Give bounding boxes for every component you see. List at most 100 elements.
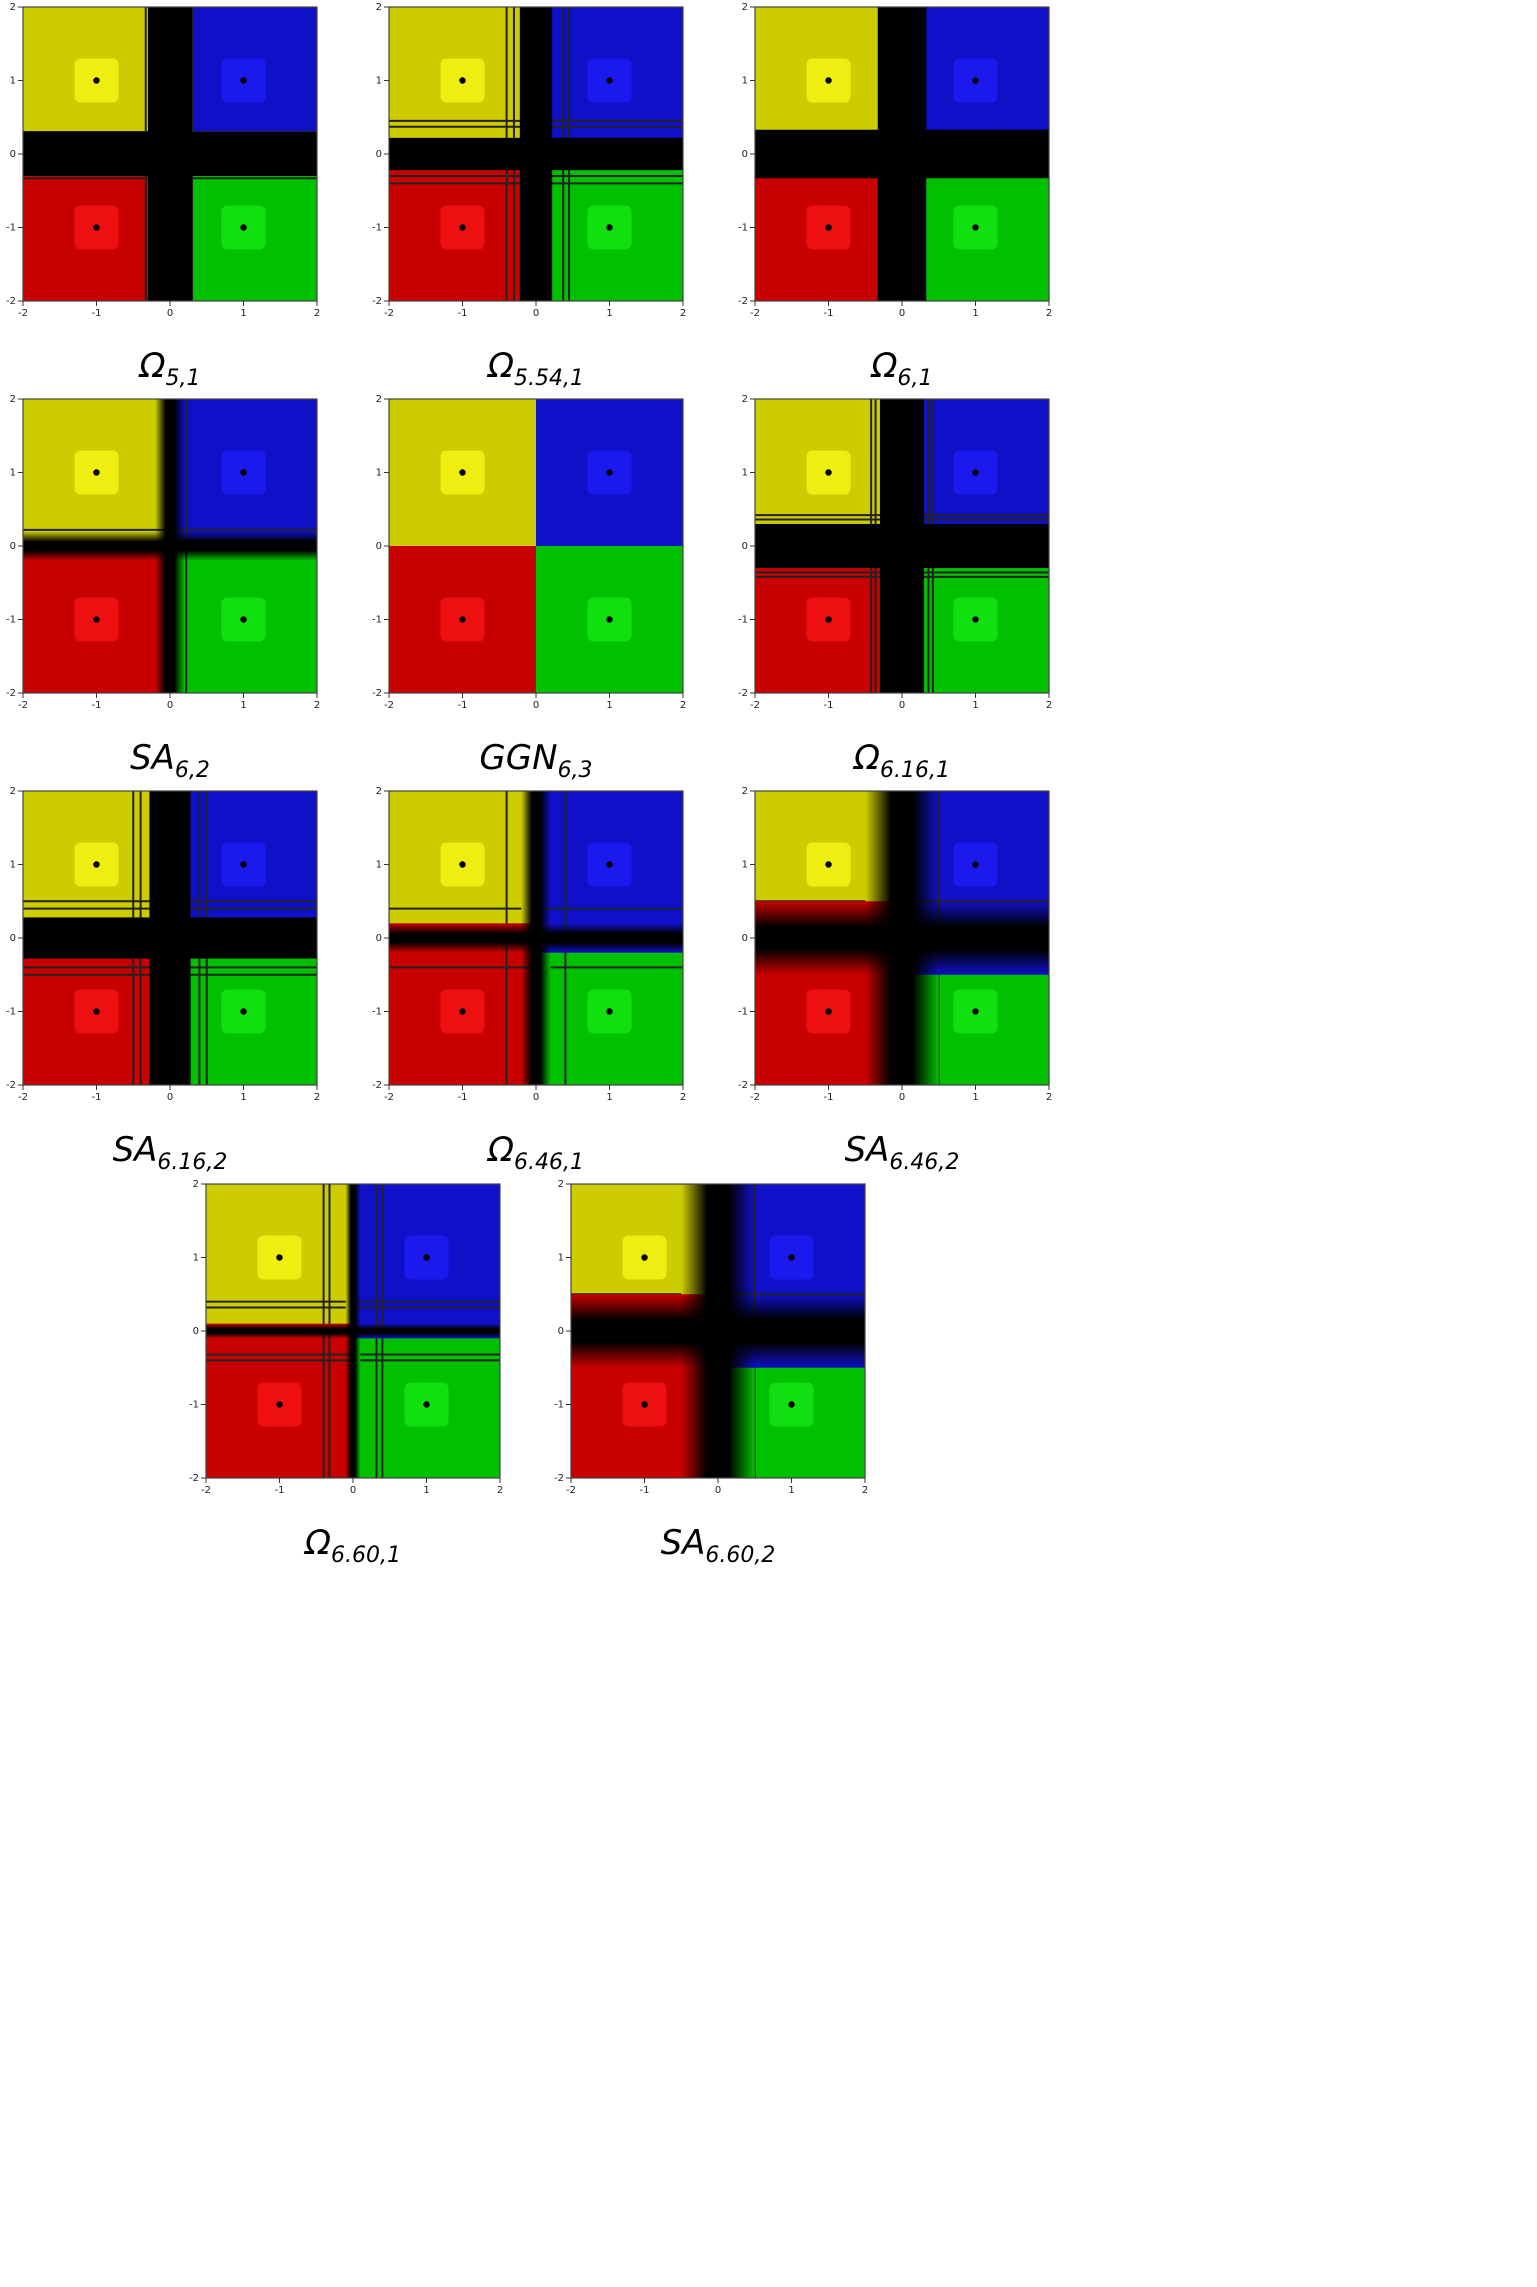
basin-panel-9: -2-2 -1 -1 0 0 1 1 2 2 SA6.46,2 — [738, 786, 1052, 1175]
x-tick-label: 0 — [899, 308, 905, 319]
y-tick-label: 1 — [376, 860, 382, 871]
basin-panel-3: -2-2 -1 -1 0 0 1 1 2 2 Ω6,1 — [738, 2, 1052, 391]
root-point — [972, 616, 979, 623]
x-tick-label: -2 — [384, 700, 394, 711]
y-tick-label: -2 — [554, 1473, 564, 1484]
caption-main: SA — [113, 1130, 158, 1170]
panel-caption: SA6.60,2 — [661, 1523, 776, 1568]
x-tick-label: 1 — [606, 1092, 612, 1103]
x-tick-label: 0 — [167, 1092, 173, 1103]
y-tick-label: 2 — [742, 394, 748, 405]
x-tick-label: 0 — [350, 1485, 356, 1496]
x-tick-label: -1 — [824, 1092, 834, 1103]
x-tick-label: 1 — [788, 1485, 794, 1496]
x-tick-label: -1 — [458, 700, 468, 711]
y-tick-label: -1 — [738, 223, 748, 234]
y-tick-label: 0 — [10, 541, 16, 552]
x-tick-label: 1 — [423, 1485, 429, 1496]
y-tick-label: 2 — [376, 394, 382, 405]
caption-subscript: 6.16,2 — [157, 1150, 227, 1175]
y-tick-label: 1 — [10, 468, 16, 479]
x-tick-label: 1 — [606, 700, 612, 711]
caption-subscript: 6.60,2 — [705, 1543, 775, 1568]
caption-main: GGN — [479, 738, 557, 778]
caption-subscript: 6,3 — [558, 758, 593, 783]
x-tick-label: 0 — [533, 308, 539, 319]
x-tick-label: -2 — [384, 1092, 394, 1103]
y-tick-label: 0 — [376, 149, 382, 160]
root-point — [459, 77, 466, 84]
root-point — [459, 616, 466, 623]
y-tick-label: 2 — [193, 1179, 199, 1190]
horizontal-band — [755, 523, 1049, 569]
root-point — [276, 1254, 283, 1261]
x-tick-label: -1 — [458, 308, 468, 319]
root-point — [972, 861, 979, 868]
y-tick-label: -1 — [372, 615, 382, 626]
panel-caption: Ω6.60,1 — [303, 1523, 401, 1568]
y-tick-label: -1 — [738, 1007, 748, 1018]
y-tick-label: 2 — [10, 2, 16, 13]
root-point — [459, 1008, 466, 1015]
x-tick-label: 1 — [972, 308, 978, 319]
y-tick-label: -2 — [372, 296, 382, 307]
y-tick-label: 1 — [376, 76, 382, 87]
horizontal-band-core — [755, 928, 1049, 948]
caption-subscript: 6.46,1 — [514, 1150, 584, 1175]
root-point — [240, 616, 247, 623]
horizontal-band — [389, 137, 683, 171]
root-point — [423, 1401, 430, 1408]
panel-body — [389, 791, 683, 1085]
x-tick-label: 0 — [533, 700, 539, 711]
panel-caption: GGN6,3 — [479, 738, 592, 783]
y-tick-label: -2 — [372, 1080, 382, 1091]
panel-caption: SA6.16,2 — [113, 1130, 228, 1175]
horizontal-band-core — [23, 542, 317, 550]
y-tick-label: 1 — [376, 468, 382, 479]
root-point — [93, 1008, 100, 1015]
x-tick-label: 2 — [314, 700, 320, 711]
y-tick-label: -1 — [554, 1400, 564, 1411]
y-tick-label: 1 — [742, 76, 748, 87]
root-point — [606, 1008, 613, 1015]
root-point — [606, 861, 613, 868]
y-tick-label: -2 — [372, 688, 382, 699]
root-point — [606, 469, 613, 476]
panel-body — [389, 399, 683, 693]
root-point — [240, 224, 247, 231]
x-tick-label: 1 — [972, 1092, 978, 1103]
x-tick-label: 2 — [862, 1485, 868, 1496]
root-point — [972, 224, 979, 231]
y-tick-label: -1 — [6, 1007, 16, 1018]
x-tick-label: 0 — [899, 700, 905, 711]
root-point — [459, 224, 466, 231]
x-tick-label: 0 — [715, 1485, 721, 1496]
y-tick-label: 0 — [10, 149, 16, 160]
x-tick-label: -2 — [750, 308, 760, 319]
x-tick-label: 2 — [1046, 308, 1052, 319]
root-point — [825, 469, 832, 476]
y-tick-label: 1 — [10, 860, 16, 871]
caption-subscript: 6.16,1 — [880, 758, 950, 783]
y-tick-label: -1 — [6, 615, 16, 626]
y-tick-label: 0 — [742, 541, 748, 552]
caption-main: SA — [130, 738, 175, 778]
x-tick-label: -1 — [275, 1485, 285, 1496]
x-tick-label: -1 — [92, 700, 102, 711]
caption-main: Ω — [138, 346, 166, 386]
panel-body — [389, 7, 683, 301]
x-tick-label: 2 — [497, 1485, 503, 1496]
root-point — [93, 77, 100, 84]
root-point — [93, 861, 100, 868]
caption-main: Ω — [870, 346, 898, 386]
horizontal-band-core — [571, 1321, 865, 1341]
basin-panel-6: -2-2 -1 -1 0 0 1 1 2 2 Ω6.16,1 — [738, 394, 1052, 783]
y-tick-label: -1 — [372, 223, 382, 234]
x-tick-label: -2 — [566, 1485, 576, 1496]
horizontal-band — [755, 129, 1049, 179]
root-point — [825, 861, 832, 868]
x-tick-label: -1 — [824, 308, 834, 319]
root-point — [240, 77, 247, 84]
x-tick-label: -2 — [750, 700, 760, 711]
